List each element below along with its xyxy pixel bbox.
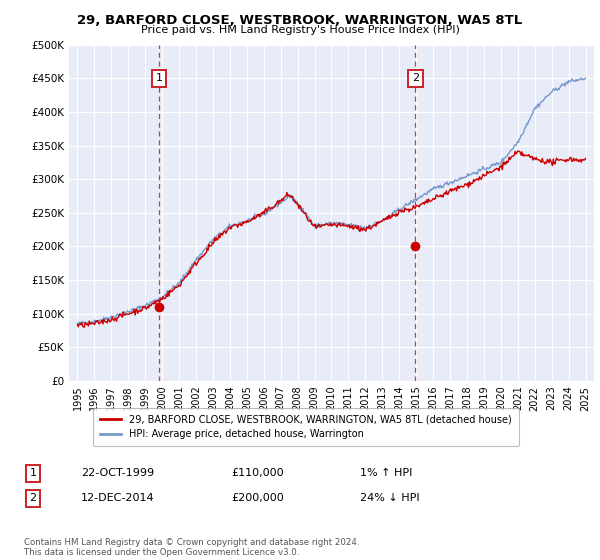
Text: 12-DEC-2014: 12-DEC-2014 — [81, 493, 155, 503]
Text: £110,000: £110,000 — [231, 468, 284, 478]
Text: 1% ↑ HPI: 1% ↑ HPI — [360, 468, 412, 478]
Text: 2: 2 — [29, 493, 37, 503]
Text: 29, BARFORD CLOSE, WESTBROOK, WARRINGTON, WA5 8TL: 29, BARFORD CLOSE, WESTBROOK, WARRINGTON… — [77, 14, 523, 27]
Text: 24% ↓ HPI: 24% ↓ HPI — [360, 493, 419, 503]
Text: Contains HM Land Registry data © Crown copyright and database right 2024.
This d: Contains HM Land Registry data © Crown c… — [24, 538, 359, 557]
Text: 1: 1 — [29, 468, 37, 478]
Text: 22-OCT-1999: 22-OCT-1999 — [81, 468, 154, 478]
Text: £200,000: £200,000 — [231, 493, 284, 503]
Text: Price paid vs. HM Land Registry's House Price Index (HPI): Price paid vs. HM Land Registry's House … — [140, 25, 460, 35]
Legend: 29, BARFORD CLOSE, WESTBROOK, WARRINGTON, WA5 8TL (detached house), HPI: Average: 29, BARFORD CLOSE, WESTBROOK, WARRINGTON… — [93, 408, 519, 446]
Text: 1: 1 — [155, 73, 163, 83]
Text: 2: 2 — [412, 73, 419, 83]
